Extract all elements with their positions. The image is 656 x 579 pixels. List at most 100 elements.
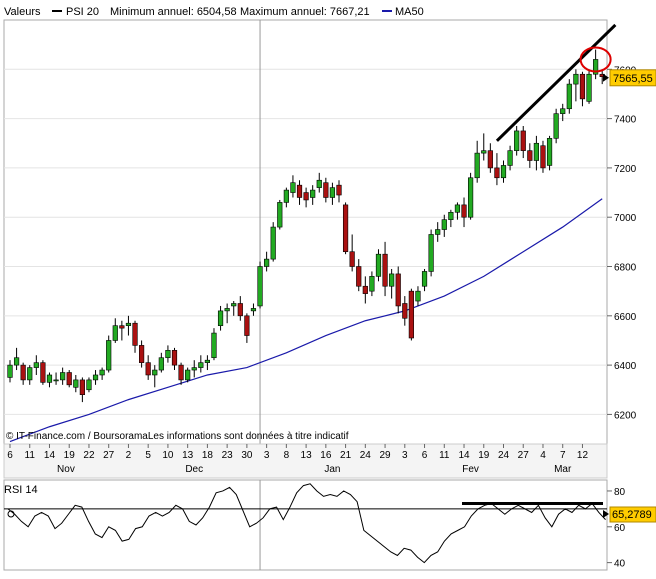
candle [421,268,428,292]
candle-body [125,322,132,326]
rsi-label: RSI 14 [4,484,38,496]
candle [125,315,132,336]
last-value-tag: 7565,55 [603,69,656,87]
candle-body [494,167,500,179]
candle [316,172,322,193]
candle-body [231,303,237,307]
price-y-tick-label: 7400 [614,115,637,126]
candle [231,301,237,316]
month-label: Mar [554,464,572,475]
candle-body [316,179,322,188]
candle [7,360,13,383]
candle [13,347,20,371]
candle-body [165,350,171,359]
candle-body [566,83,572,110]
candle [244,313,250,343]
candle [349,234,355,272]
candle [119,320,125,341]
candle [362,276,368,304]
candle-body [540,145,546,169]
candle [573,69,579,102]
candle-body [573,73,579,85]
candle-body [593,59,599,75]
header-legend: Valeurs PSI 20 Minimum annuel: 6504,58 M… [4,6,424,18]
candle [191,360,197,378]
candle-body [198,362,204,368]
candle [20,362,26,385]
candle [389,268,395,299]
candle [224,303,230,324]
date-tick-label: 12 [577,450,589,461]
candle-body [132,322,138,346]
candle [40,360,46,385]
last-value-box [609,69,656,87]
price-grid [4,68,607,415]
candle [435,222,441,242]
candle [66,370,72,388]
rsi-last-box [609,506,656,523]
price-y-tick-label: 6400 [614,361,637,372]
candle-body [152,369,158,376]
candle-body [533,142,539,161]
month-label: Dec [185,464,203,475]
candle-body [375,253,382,277]
candle-body [257,266,263,307]
candle-body [356,266,362,287]
candle-body [171,350,178,366]
rsi-last-arrow [603,510,609,518]
ma50-line [9,198,603,443]
month-label: Nov [57,464,75,475]
candle [415,286,421,306]
price-y-tick-label: 7200 [614,164,637,175]
candle-body [185,369,191,381]
candle [237,296,243,321]
month-label: Jan [324,464,340,475]
candle-body [112,325,118,341]
date-tick-label: 16 [320,450,332,461]
source-credit: © IT-Finance.com / BoursoramaLes informa… [6,431,349,442]
candle-body [303,192,309,201]
candle-body [13,357,20,366]
candle-body [158,357,164,371]
candle-body [389,273,395,287]
candle-body [507,150,513,166]
candle [520,126,526,159]
candle [408,288,414,341]
candle [461,197,467,228]
candle [270,222,276,262]
candle [500,160,507,183]
candle [46,372,53,388]
candle [467,172,474,220]
candle-body [270,226,276,260]
rsi-y-tick-label: 80 [614,487,626,498]
candle [112,318,118,343]
candle [60,367,66,385]
candle-body [474,152,480,179]
rsi-panel: RSI 14 40 60 80 65,2789 [3,479,656,571]
candle [178,362,184,385]
candle-body [408,290,414,339]
candle [92,370,99,385]
rsi-last-value-tag: 65,2789 [603,506,656,523]
candle-body [349,251,355,267]
rsi-last-text: 65,2789 [612,509,652,521]
candle-body [139,345,145,363]
candle-body [448,211,454,220]
candle-body [461,204,467,218]
candle [527,143,533,168]
candle-body [33,362,39,368]
candle-body [467,177,474,218]
candle [402,296,408,326]
candle [560,103,566,122]
candle-body [27,367,33,381]
candle [494,153,500,186]
date-tick-label: 10 [162,450,174,461]
date-tick-label: 27 [518,450,530,461]
rsi-y-axis: 40 60 80 [607,487,626,570]
candle [342,202,349,255]
date-tick-label: 21 [340,450,352,461]
date-tick-label: 11 [25,450,36,461]
candle [250,303,257,316]
candle [53,372,59,385]
candle [211,328,217,361]
